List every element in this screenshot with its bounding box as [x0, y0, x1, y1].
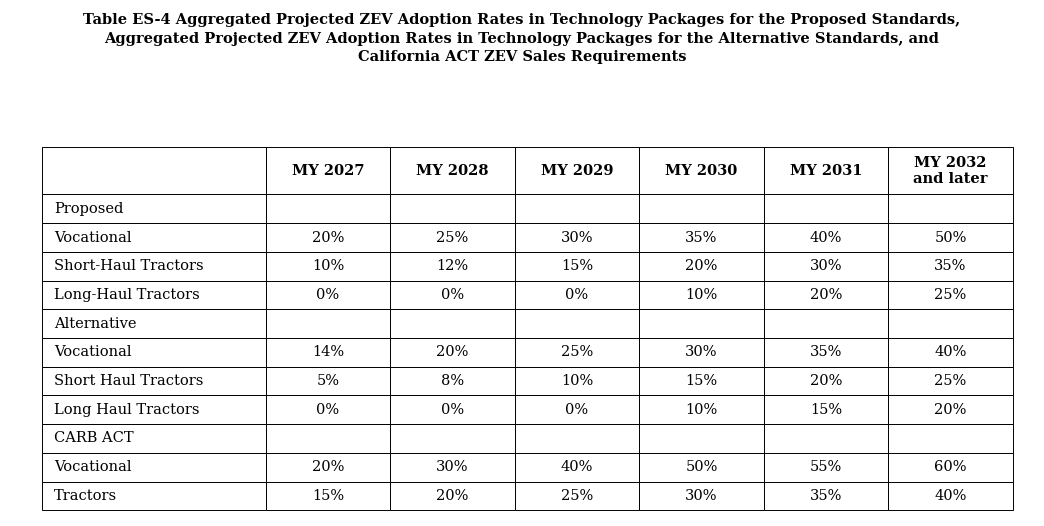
Text: 10%: 10% — [685, 403, 717, 417]
Text: 25%: 25% — [561, 489, 593, 503]
Text: 0%: 0% — [441, 403, 465, 417]
Text: Table ES-4 Aggregated Projected ZEV Adoption Rates in Technology Packages for th: Table ES-4 Aggregated Projected ZEV Adop… — [84, 13, 960, 64]
Text: Vocational: Vocational — [54, 230, 132, 245]
Text: Short-Haul Tractors: Short-Haul Tractors — [54, 259, 204, 273]
Text: Proposed: Proposed — [54, 202, 123, 216]
Text: 5%: 5% — [316, 374, 339, 388]
Text: 0%: 0% — [566, 403, 589, 417]
Text: 40%: 40% — [934, 346, 967, 359]
Text: 40%: 40% — [810, 230, 843, 245]
Text: 20%: 20% — [934, 403, 967, 417]
Text: 35%: 35% — [685, 230, 717, 245]
Text: Short Haul Tractors: Short Haul Tractors — [54, 374, 204, 388]
Text: 30%: 30% — [561, 230, 593, 245]
Text: MY 2030: MY 2030 — [665, 164, 738, 178]
Text: 10%: 10% — [561, 374, 593, 388]
Text: CARB ACT: CARB ACT — [54, 431, 134, 446]
Text: 60%: 60% — [934, 460, 967, 474]
Text: 40%: 40% — [561, 460, 593, 474]
Text: 50%: 50% — [934, 230, 967, 245]
Text: 0%: 0% — [441, 288, 465, 302]
Text: Alternative: Alternative — [54, 317, 137, 331]
Text: 15%: 15% — [312, 489, 345, 503]
Text: 25%: 25% — [934, 288, 967, 302]
Text: 50%: 50% — [685, 460, 717, 474]
Text: 15%: 15% — [561, 259, 593, 273]
Text: 0%: 0% — [566, 288, 589, 302]
Text: MY 2028: MY 2028 — [417, 164, 489, 178]
Text: 8%: 8% — [441, 374, 465, 388]
Text: 25%: 25% — [561, 346, 593, 359]
Text: 20%: 20% — [312, 230, 345, 245]
Text: MY 2032
and later: MY 2032 and later — [914, 156, 988, 186]
Text: Tractors: Tractors — [54, 489, 117, 503]
Text: 20%: 20% — [436, 489, 469, 503]
Text: Long-Haul Tractors: Long-Haul Tractors — [54, 288, 200, 302]
Text: 20%: 20% — [810, 374, 843, 388]
Text: 30%: 30% — [685, 346, 717, 359]
Text: 20%: 20% — [312, 460, 345, 474]
Text: MY 2029: MY 2029 — [541, 164, 613, 178]
Text: 30%: 30% — [685, 489, 717, 503]
Text: Vocational: Vocational — [54, 460, 132, 474]
Text: 35%: 35% — [934, 259, 967, 273]
Text: 10%: 10% — [312, 259, 345, 273]
Text: 20%: 20% — [685, 259, 717, 273]
Text: 15%: 15% — [810, 403, 843, 417]
Text: 15%: 15% — [686, 374, 717, 388]
Text: 35%: 35% — [810, 489, 843, 503]
Text: 0%: 0% — [316, 403, 339, 417]
Text: 10%: 10% — [685, 288, 717, 302]
Text: Vocational: Vocational — [54, 346, 132, 359]
Text: 30%: 30% — [436, 460, 469, 474]
Text: MY 2031: MY 2031 — [789, 164, 862, 178]
Text: 20%: 20% — [436, 346, 469, 359]
Text: Long Haul Tractors: Long Haul Tractors — [54, 403, 199, 417]
Text: 25%: 25% — [436, 230, 469, 245]
Text: 30%: 30% — [810, 259, 843, 273]
Text: 20%: 20% — [810, 288, 843, 302]
Text: 14%: 14% — [312, 346, 345, 359]
Text: 55%: 55% — [810, 460, 843, 474]
Text: 40%: 40% — [934, 489, 967, 503]
Text: 25%: 25% — [934, 374, 967, 388]
Text: 35%: 35% — [810, 346, 843, 359]
Text: 0%: 0% — [316, 288, 339, 302]
Text: 12%: 12% — [436, 259, 469, 273]
Text: MY 2027: MY 2027 — [292, 164, 364, 178]
